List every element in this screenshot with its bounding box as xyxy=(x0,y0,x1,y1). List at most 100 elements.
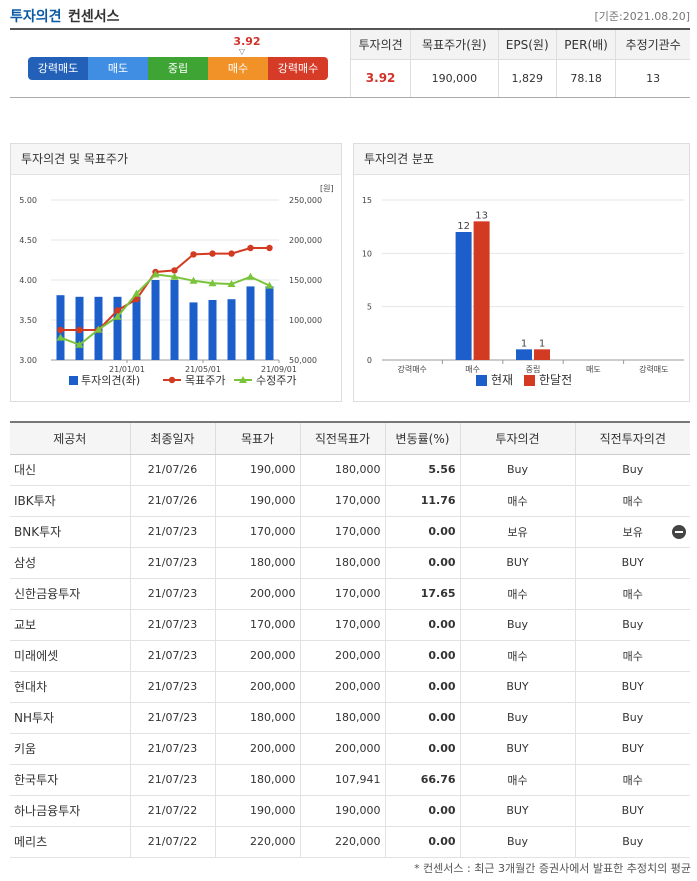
cell-change-rate: 17.65 xyxy=(384,578,460,610)
cell-target-price: 180,000 xyxy=(214,764,300,796)
cell-change-rate: 5.56 xyxy=(384,454,460,486)
header-prev-opinion: 직전투자의견 xyxy=(574,421,690,455)
cell-prev-target-price: 170,000 xyxy=(299,609,385,641)
summary-divider xyxy=(10,97,690,98)
y-right-tick-label: 50,000 xyxy=(289,356,317,365)
y-tick-label: 10 xyxy=(362,249,372,258)
cell-target-price: 180,000 xyxy=(214,547,300,579)
adjusted-price-point xyxy=(132,289,141,297)
cell-change-rate: 0.00 xyxy=(384,733,460,765)
broker-opinion-table: 제공처 최종일자 목표가 직전목표가 변동률(%) 투자의견 직전투자의견 대신… xyxy=(10,421,690,858)
x-category-label: 매도 xyxy=(586,365,601,374)
legend-current-label: 현재 xyxy=(491,373,513,387)
adjusted-price-point xyxy=(265,281,274,289)
cell-opinion: Buy xyxy=(459,454,575,486)
cell-provider: 메리츠 xyxy=(10,826,130,858)
cell-provider: 대신 xyxy=(10,454,130,486)
cell-prev-target-price: 170,000 xyxy=(299,516,385,548)
cell-target-price: 220,000 xyxy=(214,826,300,858)
y-left-tick-label: 3.50 xyxy=(19,316,37,325)
adjusted-price-point xyxy=(246,272,255,280)
cell-prev-target-price: 170,000 xyxy=(299,485,385,517)
legend-target-marker xyxy=(168,376,176,384)
x-category-label: 강력매수 xyxy=(397,364,426,374)
cell-last-date: 21/07/23 xyxy=(129,733,215,765)
table-row: 신한금융투자 21/07/23 200,000 170,000 17.65 매수 매수 xyxy=(10,578,690,610)
y-right-tick-label: 100,000 xyxy=(289,316,322,325)
header-last-date: 최종일자 xyxy=(129,421,215,455)
chart1-title: 투자의견 및 목표주가 xyxy=(11,144,341,175)
cell-last-date: 21/07/22 xyxy=(129,826,215,858)
cell-opinion: BUY xyxy=(459,795,575,827)
target-price-line xyxy=(60,247,270,331)
header-divider xyxy=(10,28,690,30)
cell-provider: IBK투자 xyxy=(10,485,130,517)
summary-header: PER(배) xyxy=(555,30,616,60)
cell-provider: 현대차 xyxy=(10,671,130,703)
header-opinion: 투자의견 xyxy=(459,421,575,455)
opinion-gauge: 3.92 ▽ 강력매도 매도 중립 매수 강력매수 xyxy=(10,30,350,97)
summary-institution-count: 13 xyxy=(615,59,690,97)
cell-target-price: 190,000 xyxy=(214,454,300,486)
x-tick-label: 21/01/01 xyxy=(109,365,145,374)
section-header: 투자의견 컨센서스 [기준:2021.08.20] xyxy=(10,4,690,26)
legend-current-swatch xyxy=(476,375,487,386)
cell-target-price: 200,000 xyxy=(214,733,300,765)
cell-last-date: 21/07/23 xyxy=(129,578,215,610)
legend-adjusted-marker xyxy=(239,376,247,383)
y-left-tick-label: 4.50 xyxy=(19,236,37,245)
cell-opinion: 매수 xyxy=(459,764,575,796)
cell-prev-target-price: 220,000 xyxy=(299,826,385,858)
cell-opinion: 매수 xyxy=(459,578,575,610)
target-price-point xyxy=(266,244,273,252)
legend-opinion-swatch xyxy=(69,376,78,385)
cell-prev-target-price: 200,000 xyxy=(299,640,385,672)
cell-prev-opinion: BUY xyxy=(574,795,690,827)
summary-header: EPS(원) xyxy=(497,30,557,60)
y-right-tick-label: 150,000 xyxy=(289,276,322,285)
gauge-segment-strong-sell: 강력매도 xyxy=(28,57,88,80)
opinion-bar xyxy=(189,302,198,360)
cell-provider: 키움 xyxy=(10,733,130,765)
collapse-minus-icon[interactable] xyxy=(672,524,686,539)
cell-provider: 삼성 xyxy=(10,547,130,579)
cell-prev-target-price: 190,000 xyxy=(299,795,385,827)
table-row: 메리츠 21/07/22 220,000 220,000 0.00 Buy Buy xyxy=(10,826,690,858)
table-row: 미래에셋 21/07/23 200,000 200,000 0.00 매수 매수 xyxy=(10,640,690,672)
adjusted-price-point xyxy=(56,333,65,341)
cell-target-price: 200,000 xyxy=(214,578,300,610)
opinion-distribution-chart-panel: 투자의견 분포 0 5 10 15 강력매수 매수 12 13 중립 1 1 매도 강력매도 현재 한달전 xyxy=(353,143,690,402)
cell-opinion: 매수 xyxy=(459,640,575,672)
opinion-bar xyxy=(113,296,122,360)
cell-provider: 교보 xyxy=(10,609,130,641)
cell-last-date: 21/07/22 xyxy=(129,795,215,827)
cell-prev-opinion: BUY xyxy=(574,733,690,765)
y-left-tick-label: 3.00 xyxy=(19,356,37,365)
cell-provider: BNK투자 xyxy=(10,516,130,548)
current-bar xyxy=(516,349,532,360)
summary-header: 투자의견 xyxy=(349,30,411,60)
cell-prev-target-price: 200,000 xyxy=(299,671,385,703)
target-price-point xyxy=(171,267,178,274)
table-row: 교보 21/07/23 170,000 170,000 0.00 Buy Buy xyxy=(10,609,690,641)
header-provider: 제공처 xyxy=(10,421,130,455)
gauge-segment-neutral: 중립 xyxy=(148,57,208,80)
cell-change-rate: 0.00 xyxy=(384,609,460,641)
cell-target-price: 180,000 xyxy=(214,702,300,734)
target-price-point xyxy=(76,326,83,334)
y-left-tick-label: 5.00 xyxy=(19,196,37,205)
y-right-tick-label: 250,000 xyxy=(289,196,322,205)
cell-target-price: 170,000 xyxy=(214,516,300,548)
cell-last-date: 21/07/26 xyxy=(129,454,215,486)
cell-last-date: 21/07/23 xyxy=(129,702,215,734)
cell-provider: 신한금융투자 xyxy=(10,578,130,610)
cell-last-date: 21/07/23 xyxy=(129,609,215,641)
cell-provider: 미래에셋 xyxy=(10,640,130,672)
cell-opinion: Buy xyxy=(459,702,575,734)
legend-opinion-label: 투자의견(좌) xyxy=(81,374,140,387)
target-price-point xyxy=(247,244,254,252)
cell-prev-target-price: 107,941 xyxy=(299,764,385,796)
cell-change-rate: 0.00 xyxy=(384,702,460,734)
month-ago-bar xyxy=(473,221,490,360)
cell-prev-opinion: 매수 xyxy=(574,485,690,517)
